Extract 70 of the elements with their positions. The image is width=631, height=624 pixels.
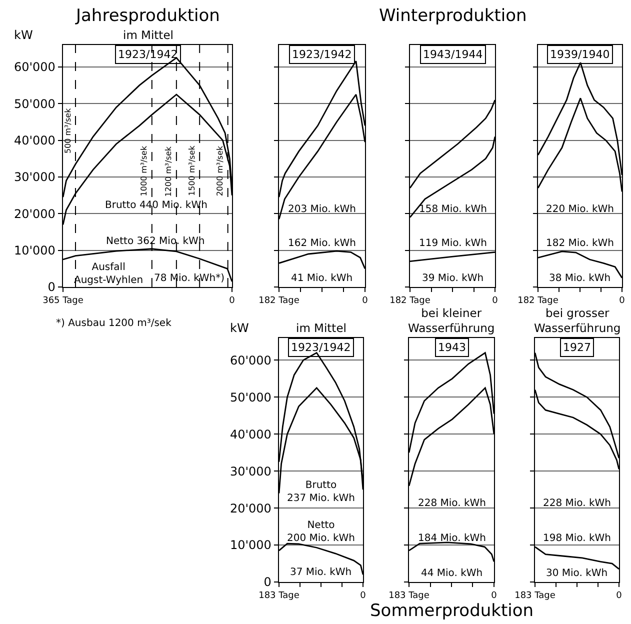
annotation: 184 Mio. kWh xyxy=(418,533,486,544)
x-tick-label: 0 xyxy=(362,296,368,306)
y-tick-label: 60'000 xyxy=(230,353,272,368)
x-tick-label: 183 Tage xyxy=(258,590,300,601)
annotation: Netto 200 Mio. kWh xyxy=(287,520,355,544)
chart-title: Jahresproduktion xyxy=(75,6,220,26)
x-tick-label: 182 Tage xyxy=(258,296,300,306)
annotation: 30 Mio. kWh xyxy=(546,568,608,579)
annotation: 228 Mio. kWh xyxy=(543,498,611,509)
annotation: 119 Mio. kWh xyxy=(419,238,487,249)
x-tick-label: 183 Tage xyxy=(388,590,430,601)
ref-line-label: 2000 m³/sek xyxy=(215,145,224,196)
annotation: 228 Mio. kWh xyxy=(418,498,486,509)
y-tick-label: 40'000 xyxy=(14,134,56,148)
annotation: Brutto 237 Mio. kWh xyxy=(287,480,355,504)
annotation: 37 Mio. kWh xyxy=(290,567,352,578)
y-axis-title: kW xyxy=(230,321,249,335)
x-tick-label: 0 xyxy=(616,590,622,601)
annotation: 182 Mio. kWh xyxy=(546,238,614,249)
annotation: 39 Mio. kWh xyxy=(422,273,484,284)
x-tick-label: 0 xyxy=(360,590,366,601)
annotation: 41 Mio. kWh xyxy=(291,273,353,284)
ref-line-label: 500 m³/sek xyxy=(64,108,72,154)
annotation: 1943 xyxy=(438,341,466,354)
x-tick-label: 0 xyxy=(619,296,626,306)
annotation: 1923/1942 xyxy=(292,48,352,61)
chart-title: Winterproduktion xyxy=(379,6,527,26)
x-tick-label: 182 Tage xyxy=(518,296,559,306)
y-tick-label: 20'000 xyxy=(230,501,272,516)
chart-subtitle: bei grosser Wasserführung xyxy=(534,306,621,335)
annotation: Netto 362 Mio. kWh xyxy=(106,236,205,247)
y-tick-label: 50'000 xyxy=(230,390,272,404)
y-tick-label: 10'000 xyxy=(14,244,56,258)
y-tick-label: 40'000 xyxy=(230,427,272,442)
annotation: 1923/1942 xyxy=(291,341,351,354)
text: Sommerproduktion xyxy=(370,601,534,621)
annotation: 38 Mio. kWh xyxy=(549,273,611,284)
annotation: 1927 xyxy=(563,341,591,354)
x-tick-label: 0 xyxy=(491,590,498,601)
y-tick-label: 0 xyxy=(264,575,272,590)
y-tick-label: 50'000 xyxy=(14,96,56,111)
x-tick-label: 182 Tage xyxy=(390,296,431,306)
ref-line-label: 1200 m³/sek xyxy=(164,146,174,197)
annotation: 44 Mio. kWh xyxy=(421,568,483,579)
x-tick-label: 0 xyxy=(492,296,498,306)
ref-line-label: 1000 m³/sek xyxy=(140,146,149,196)
annotation: 1923/1942 xyxy=(118,48,178,61)
annotation: 158 Mio. kWh xyxy=(419,204,487,215)
annotation: 220 Mio. kWh xyxy=(546,204,614,215)
annotation: 1943/1944 xyxy=(423,48,483,61)
y-axis-title: kW xyxy=(14,28,33,42)
ref-line-label: 1500 m³/sek xyxy=(187,145,196,196)
annotation: 1939/1940 xyxy=(550,48,610,61)
annotation: 162 Mio. kWh xyxy=(288,238,356,249)
chart-subtitle: bei kleiner Wasserführung xyxy=(408,306,495,335)
y-tick-label: 30'000 xyxy=(14,170,56,184)
text: *) Ausbau 1200 m³/sek xyxy=(56,318,172,329)
annotation: 78 Mio. kWh*) xyxy=(154,273,225,284)
annotation: 203 Mio. kWh xyxy=(288,204,356,215)
x-tick-label: 183 Tage xyxy=(514,590,556,601)
chart-subtitle: im Mittel xyxy=(296,321,346,335)
y-tick-label: 10'000 xyxy=(230,538,272,552)
y-tick-label: 0 xyxy=(48,280,56,294)
x-tick-label: 365 Tage xyxy=(42,296,84,306)
y-tick-label: 60'000 xyxy=(14,60,56,74)
y-tick-label: 30'000 xyxy=(230,464,272,478)
chart-subtitle: im Mittel xyxy=(123,28,174,42)
y-tick-label: 20'000 xyxy=(14,206,56,221)
annotation: 198 Mio. kWh xyxy=(543,533,611,544)
annotation: Brutto 440 Mio. kWh xyxy=(105,200,208,211)
